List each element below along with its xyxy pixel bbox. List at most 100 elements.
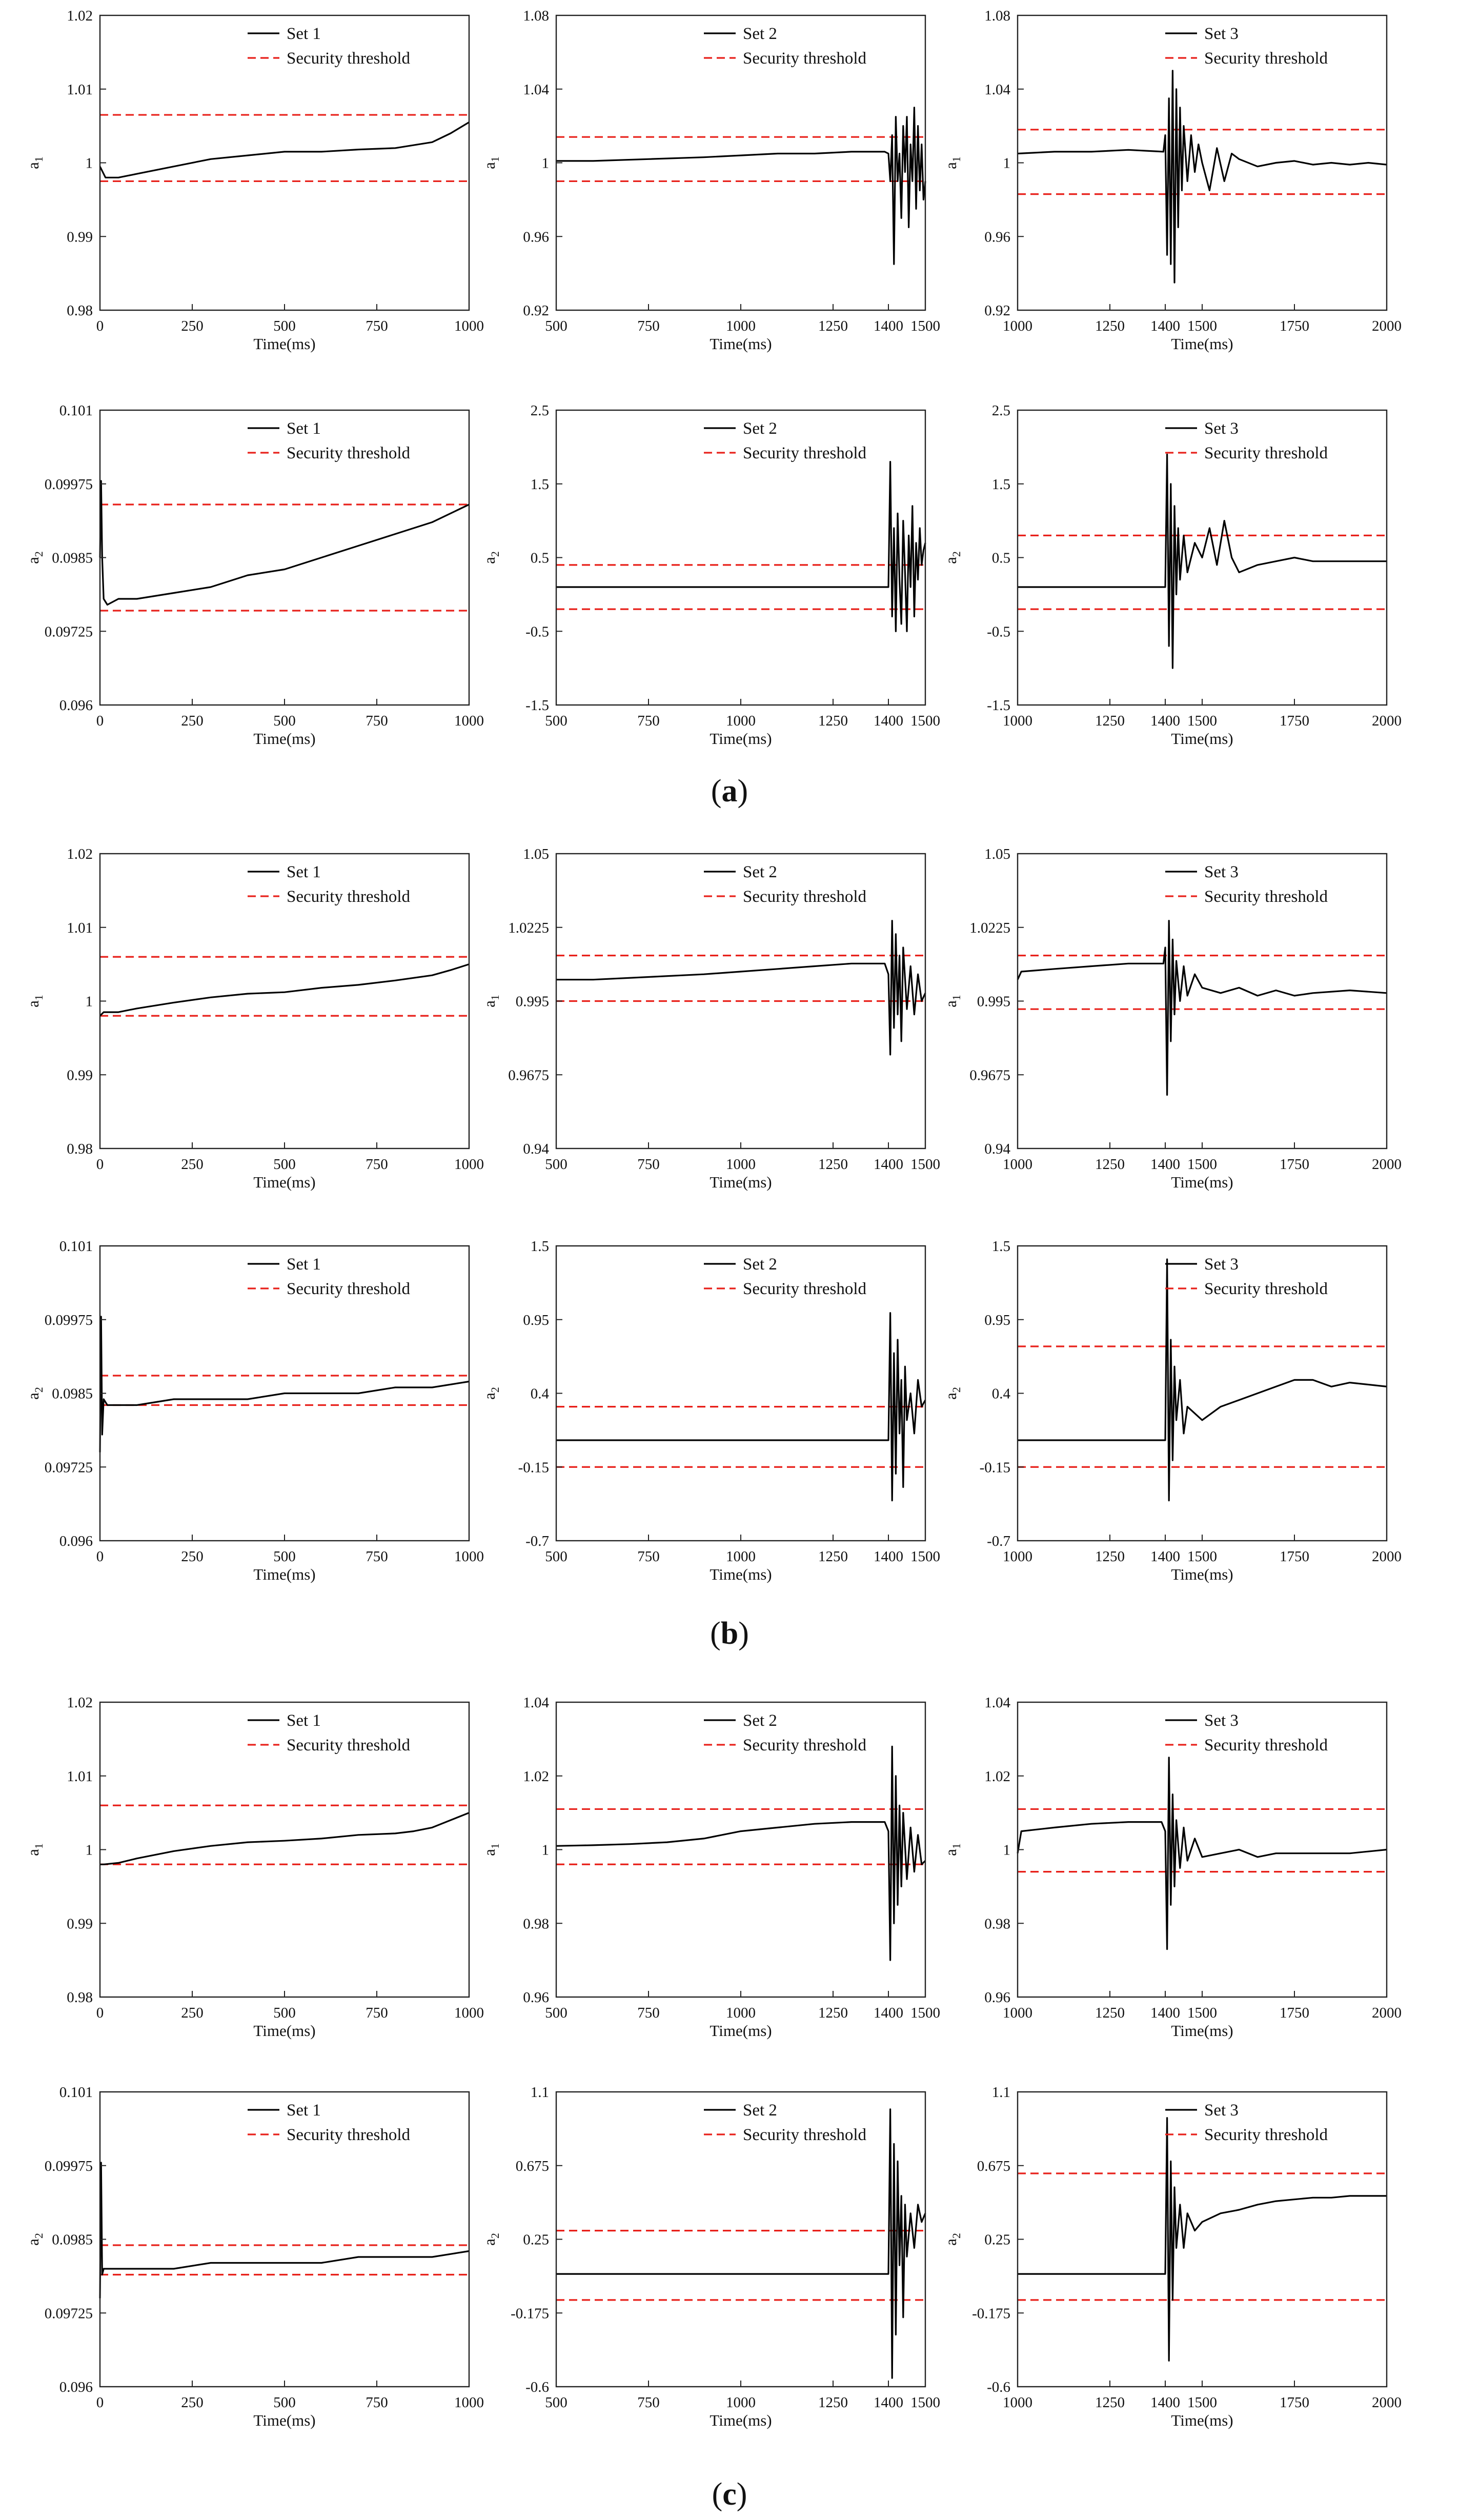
x-tick-label: 250 [181,1548,204,1565]
y-tick-label: 1.02 [523,1768,549,1785]
x-tick-label: 500 [273,2394,296,2411]
x-tick-label: 750 [366,2005,388,2021]
y-tick-label: -0.7 [525,1533,549,1549]
y-tick-label: 0.94 [523,1141,549,1157]
y-tick-label: 0.5 [531,550,549,567]
y-tick-label: 1.02 [67,846,93,862]
legend: Set 3 Security threshold [1165,2101,1328,2144]
x-tick-label: 750 [637,713,660,729]
x-axis-label: Time(ms) [710,730,772,748]
y-axis-label: a1 [942,1843,963,1856]
legend-label-series: Set 2 [743,863,777,881]
x-tick-label: 1750 [1280,1156,1309,1173]
series-line-set-2 [556,1312,926,1502]
y-tick-label: 0.25 [984,2232,1010,2248]
y-tick-label: 0.96 [984,1989,1010,2006]
x-tick-label: 1250 [818,1548,848,1565]
legend-label-threshold: Security threshold [1204,1280,1328,1298]
x-tick-label: 1500 [1187,713,1217,729]
x-axis-label: Time(ms) [710,2022,772,2040]
panel-label-b: (b) [710,1616,749,1651]
y-tick-label: 0.99 [67,1067,93,1083]
y-tick-label: 0.98 [67,1989,93,2006]
series-line-set-1 [100,1812,470,1865]
series-line-set-1 [99,480,470,606]
series-line-set-3 [1018,1258,1387,1502]
x-tick-label: 1750 [1280,2394,1309,2411]
x-axis-label: Time(ms) [253,2022,315,2040]
series-line-set-2 [556,1745,926,1961]
legend: Set 2 Security threshold [704,25,867,68]
y-tick-label: 0.09725 [45,1459,93,1476]
x-axis-label: Time(ms) [1171,335,1233,353]
chart-a-a2-set3: 1000 1250 1400 1500 1750 2000 -1.5 -0.5 0.5 1.5 2.… [942,402,1402,748]
y-tick-label: -0.6 [987,2379,1010,2395]
x-tick-label: 1500 [910,1156,940,1173]
x-tick-label: 1250 [1095,2394,1125,2411]
x-axis-label: Time(ms) [710,335,772,353]
plot-axes-box [1017,1245,1388,1542]
legend-label-threshold: Security threshold [1204,1736,1328,1755]
x-tick-label: 1000 [726,1548,756,1565]
x-tick-label: 1500 [1187,318,1217,334]
x-tick-label: 750 [366,2394,388,2411]
x-tick-label: 1250 [1095,1156,1125,1173]
legend-label-threshold: Security threshold [1204,444,1328,462]
legend-label-threshold: Security threshold [1204,2126,1328,2144]
legend: Set 2 Security threshold [704,863,867,906]
x-axis-label: Time(ms) [710,1173,772,1191]
x-tick-label: 1400 [1150,1156,1180,1173]
x-tick-label: 1500 [1187,2005,1217,2021]
y-tick-label: 1.1 [531,2084,549,2101]
legend-label-threshold: Security threshold [287,1280,411,1298]
legend-label-threshold: Security threshold [743,444,867,462]
legend: Set 1 Security threshold [248,25,411,68]
y-tick-label: 1.04 [523,82,549,98]
chart-b-a1-set1: 0 250 500 750 1000 0.98 0.99 1 1.01 1.02 Time(ms) a… [24,846,484,1191]
x-tick-label: 1500 [1187,2394,1217,2411]
x-tick-label: 1500 [910,2394,940,2411]
x-axis-label: Time(ms) [1171,730,1233,748]
y-tick-label: 0.92 [523,303,549,319]
legend: Set 2 Security threshold [704,1255,867,1298]
y-tick-label: 1.5 [531,476,549,493]
x-tick-label: 250 [181,2394,204,2411]
x-axis-label: Time(ms) [253,1173,315,1191]
plot-axes-box [99,1701,470,1998]
x-tick-label: 1400 [874,1156,903,1173]
x-tick-label: 1000 [726,2394,756,2411]
y-tick-label: -0.5 [525,623,549,640]
y-tick-label: 0.4 [531,1386,550,1402]
y-tick-label: -0.7 [987,1533,1010,1549]
x-axis-label: Time(ms) [253,730,315,748]
legend-label-threshold: Security threshold [287,444,411,462]
x-tick-label: 750 [637,1548,660,1565]
chart-c-a1-set1: 0 250 500 750 1000 0.98 0.99 1 1.01 1.02 Time(ms) a… [24,1695,484,2040]
x-tick-label: 500 [273,1156,296,1173]
y-tick-label: 0.98 [984,1916,1010,1932]
y-tick-label: 0.98 [67,1141,93,1157]
chart-b-a1-set2: 500 750 1000 1250 1400 1500 0.94 0.9675 0.995 1.0… [480,846,940,1191]
legend-label-threshold: Security threshold [287,49,411,68]
y-tick-label: 0.25 [523,2232,549,2248]
y-tick-label: 0.675 [977,2158,1010,2174]
y-tick-label: 0.95 [984,1312,1010,1328]
y-tick-label: 2.5 [531,402,549,419]
x-tick-label: 750 [366,1548,388,1565]
plot-axes-box [555,1701,926,1998]
plot-axes-box [1017,2091,1388,2388]
x-tick-label: 1500 [910,1548,940,1565]
x-tick-label: 1000 [454,2005,484,2021]
x-tick-label: 250 [181,2005,204,2021]
x-tick-label: 750 [637,1156,660,1173]
y-tick-label: 1.0225 [508,920,549,936]
plot-axes-box [555,1245,926,1542]
x-tick-label: 2000 [1372,713,1402,729]
y-tick-label: 0.98 [523,1916,549,1932]
y-tick-label: -0.5 [987,623,1010,640]
x-tick-label: 1000 [1003,318,1032,334]
x-tick-label: 1400 [1150,2005,1180,2021]
x-tick-label: 1400 [874,2394,903,2411]
x-axis-label: Time(ms) [1171,1173,1233,1191]
